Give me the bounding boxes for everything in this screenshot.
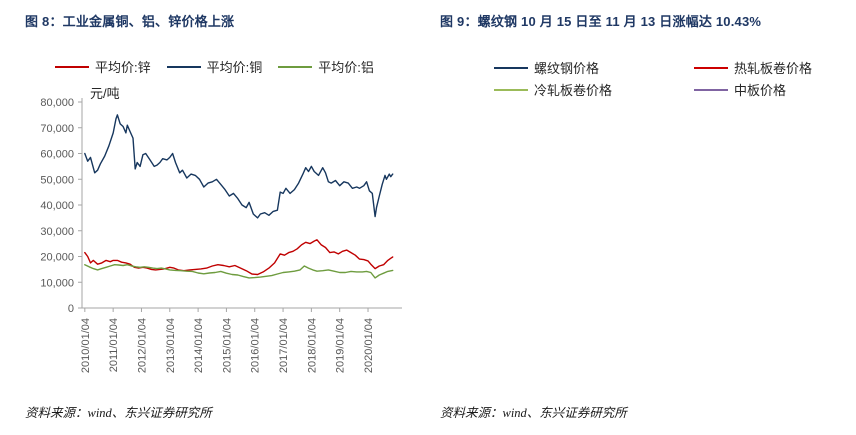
legend-line-swatch <box>55 65 89 68</box>
legend-label: 冷轧板卷价格 <box>534 83 613 98</box>
legend-line-swatch <box>278 65 313 68</box>
legend-label: 平均价:铝 <box>318 60 374 75</box>
legend-line-swatch <box>694 88 728 91</box>
figure-9: 图 9：螺纹钢 10 月 15 日至 11 月 13 日涨幅达 10.43% 螺… <box>428 0 856 435</box>
y-tick-label: 40,000 <box>40 200 74 212</box>
legend-item: 平均价:铝 <box>278 57 374 76</box>
legend-item: 平均价:锌 <box>55 57 151 76</box>
x-tick-label: 2018/01/04 <box>306 318 318 373</box>
x-tick-label: 2017/01/04 <box>278 318 290 373</box>
legend-label: 平均价:锌 <box>95 60 151 75</box>
figure-9-legend: 螺纹钢价格 热轧板卷价格冷轧板卷价格 中板价格 <box>494 58 812 99</box>
y-tick-label: 80,000 <box>40 97 74 109</box>
legend-item: 热轧板卷价格 <box>694 58 812 77</box>
x-tick-label: 2019/01/04 <box>335 318 347 373</box>
legend-line-swatch <box>694 66 728 69</box>
y-tick-label: 50,000 <box>40 174 74 186</box>
legend-label: 平均价:铜 <box>206 60 263 75</box>
x-tick-label: 2013/01/04 <box>165 318 177 373</box>
series-line <box>84 263 394 279</box>
figure-9-title: 图 9：螺纹钢 10 月 15 日至 11 月 13 日涨幅达 10.43% <box>440 14 762 29</box>
x-tick-label: 2010/01/04 <box>80 318 92 373</box>
y-axis-unit-label: 元/吨 <box>90 86 120 101</box>
y-tick-label: 20,000 <box>40 252 74 264</box>
x-tick-label: 2020/01/04 <box>363 318 375 373</box>
legend-line-swatch <box>166 65 201 68</box>
figure-8-legend: 平均价:锌 平均价:铜 平均价:铝 <box>55 57 374 76</box>
x-tick-label: 2012/01/04 <box>136 318 148 373</box>
x-tick-label: 2015/01/04 <box>221 318 233 373</box>
legend-item: 冷轧板卷价格 <box>494 80 694 99</box>
y-tick-label: 70,000 <box>40 123 74 135</box>
y-tick-label: 10,000 <box>40 277 74 289</box>
y-tick-label: 60,000 <box>40 149 74 161</box>
legend-item: 中板价格 <box>694 80 812 99</box>
series-line <box>84 239 394 276</box>
legend-label: 螺纹钢价格 <box>534 61 600 76</box>
x-tick-label: 2011/01/04 <box>108 318 120 372</box>
legend-line-swatch <box>494 88 528 91</box>
figure-9-source: 资料来源：wind、东兴证券研究所 <box>440 406 627 420</box>
y-tick-label: 0 <box>68 303 74 315</box>
figure-8: 图 8：工业金属铜、铝、锌价格上涨 平均价:锌 平均价:铜 平均价:铝 0 10,00… <box>25 14 402 420</box>
y-tick-label: 30,000 <box>40 226 74 238</box>
x-tick-label: 2016/01/04 <box>250 318 262 373</box>
legend-line-swatch <box>494 66 528 69</box>
series-line <box>84 114 394 219</box>
figure-8-source: 资料来源：wind、东兴证券研究所 <box>25 406 212 420</box>
legend-item: 螺纹钢价格 <box>494 58 694 77</box>
figure-8-title: 图 8：工业金属铜、铝、锌价格上涨 <box>25 14 235 29</box>
figure-8-chart: 0 10,000 20,000 30,000 40,000 50,000 60,000 70,… <box>40 86 402 373</box>
x-tick-label: 2014/01/04 <box>193 318 205 373</box>
legend-label: 中板价格 <box>734 83 787 98</box>
legend-label: 热轧板卷价格 <box>734 61 813 76</box>
legend-item: 平均价:铜 <box>166 57 263 76</box>
